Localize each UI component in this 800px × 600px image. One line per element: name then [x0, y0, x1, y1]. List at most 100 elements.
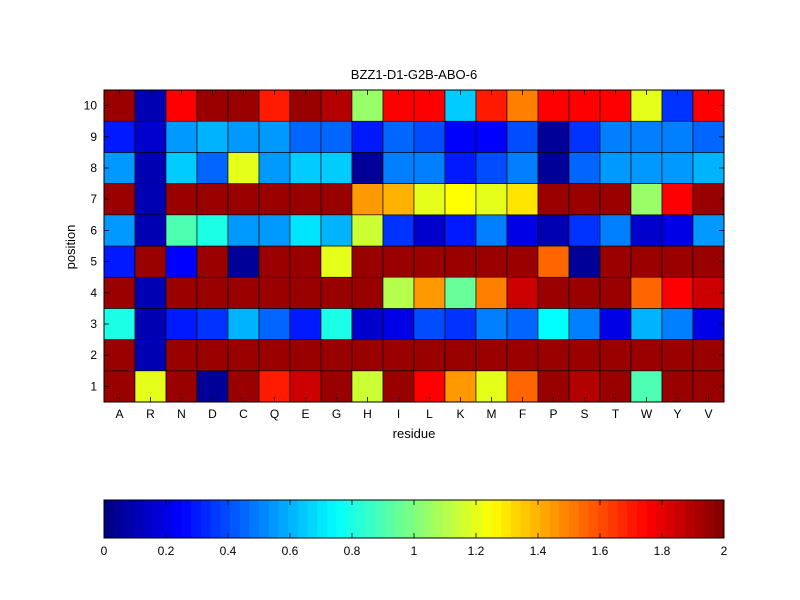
heatmap-cell-T-10	[599, 89, 632, 122]
colorbar-segment	[549, 500, 560, 538]
heatmap-cell-Q-8	[258, 152, 291, 184]
x-axis-label: residue	[393, 426, 436, 441]
colorbar-segment	[133, 500, 144, 538]
heatmap-cell-M-8	[475, 152, 508, 184]
heatmap-cell-F-2	[506, 339, 539, 372]
heatmap-cell-W-8	[630, 152, 663, 184]
x-tick-label: L	[426, 407, 433, 421]
heatmap-cell-C-2	[227, 339, 260, 372]
x-tick-label: Q	[270, 407, 279, 421]
colorbar-segment	[646, 500, 657, 538]
heatmap-cell-D-7	[196, 183, 229, 216]
heatmap-cell-S-6	[568, 214, 601, 247]
heatmap-cell-A-10	[103, 89, 136, 122]
colorbar-segment	[607, 500, 618, 538]
heatmap-cell-T-2	[599, 339, 632, 372]
heatmap-cell-M-9	[475, 120, 508, 153]
colorbar-segment	[113, 500, 124, 538]
heatmap-cell-R-6	[134, 214, 167, 247]
x-tick-label: Y	[673, 407, 681, 421]
colorbar-segment	[181, 500, 192, 538]
heatmap-cell-S-3	[568, 308, 601, 340]
colorbar-segment	[520, 500, 531, 538]
heatmap-cell-D-2	[196, 339, 229, 372]
heatmap-cell-Y-8	[661, 152, 694, 184]
colorbar-segment	[229, 500, 241, 538]
colorbar-segment	[317, 500, 328, 538]
heatmap-cell-N-7	[165, 183, 198, 216]
heatmap-cell-W-7	[630, 183, 663, 216]
colorbar-segment	[365, 500, 376, 538]
heatmap-cell-A-9	[103, 120, 136, 153]
colorbar-segment	[384, 500, 396, 538]
heatmap-cell-D-5	[196, 245, 229, 278]
heatmap-cell-A-7	[103, 183, 136, 216]
colorbar-segment	[656, 500, 667, 538]
x-tick-label: V	[704, 407, 712, 421]
heatmap-cell-Y-10	[661, 89, 694, 122]
heatmap-cell-P-3	[537, 308, 570, 340]
heatmap-cell-G-10	[320, 89, 353, 122]
heatmap-cell-Y-6	[661, 214, 694, 247]
colorbar-segment	[278, 500, 289, 538]
heatmap-cell-P-8	[537, 152, 570, 184]
heatmap-cell-E-7	[289, 183, 322, 216]
heatmap-cell-C-9	[227, 120, 260, 153]
heatmap-cell-T-8	[599, 152, 632, 184]
heatmap-cell-V-10	[692, 89, 725, 122]
heatmap-cell-I-3	[382, 308, 415, 340]
heatmap-cell-P-1	[537, 370, 570, 403]
heatmap-cell-G-5	[320, 245, 353, 278]
heatmap-cell-N-3	[165, 308, 198, 340]
heatmap-cell-V-3	[692, 308, 725, 340]
x-tick-label: T	[612, 407, 620, 421]
heatmap-cell-Y-3	[661, 308, 694, 340]
colorbar-segment	[472, 500, 483, 538]
colorbar-segment	[694, 500, 706, 538]
x-tick-label: W	[641, 407, 653, 421]
heatmap-cell-T-1	[599, 370, 632, 403]
heatmap-cell-M-6	[475, 214, 508, 247]
heatmap-cell-H-2	[351, 339, 384, 372]
colorbar-segment	[559, 500, 570, 538]
colorbar-segment	[443, 500, 454, 538]
heatmap-cell-T-7	[599, 183, 632, 216]
colorbar-segment	[481, 500, 492, 538]
colorbar-segment	[191, 500, 202, 538]
x-tick-label: E	[301, 407, 309, 421]
heatmap-cell-P-5	[537, 245, 570, 278]
colorbar-segment	[249, 500, 260, 538]
heatmap-cell-R-7	[134, 183, 167, 216]
heatmap-cell-D-9	[196, 120, 229, 153]
heatmap-cell-R-10	[134, 89, 167, 122]
colorbar-segment	[326, 500, 337, 538]
heatmap-cell-F-5	[506, 245, 539, 278]
heatmap-cell-A-6	[103, 214, 136, 247]
heatmap-cell-H-3	[351, 308, 384, 340]
heatmap-cell-N-1	[165, 370, 198, 403]
heatmap-cell-C-5	[227, 245, 260, 278]
colorbar-segment	[210, 500, 221, 538]
heatmap-cell-F-10	[506, 89, 539, 122]
heatmap-cell-N-5	[165, 245, 198, 278]
heatmap-cell-Q-6	[258, 214, 291, 247]
heatmap-cell-F-6	[506, 214, 539, 247]
heatmap-cell-F-9	[506, 120, 539, 153]
heatmap-cell-V-2	[692, 339, 725, 372]
heatmap-cell-N-4	[165, 276, 198, 309]
heatmap-cell-M-7	[475, 183, 508, 216]
x-tick-label: N	[177, 407, 186, 421]
colorbar	[103, 499, 725, 539]
colorbar-tick-label: 0	[101, 544, 108, 558]
heatmap-cell-H-1	[351, 370, 384, 403]
x-tick-label: I	[397, 407, 400, 421]
heatmap-cell-M-2	[475, 339, 508, 372]
heatmap-cell-M-4	[475, 276, 508, 309]
heatmap-cell-L-10	[413, 89, 446, 122]
heatmap-cell-L-7	[413, 183, 446, 216]
heatmap-cell-S-9	[568, 120, 601, 153]
y-tick-label: 5	[90, 255, 97, 269]
heatmap-cell-P-4	[537, 276, 570, 309]
y-tick-label: 7	[90, 192, 97, 206]
